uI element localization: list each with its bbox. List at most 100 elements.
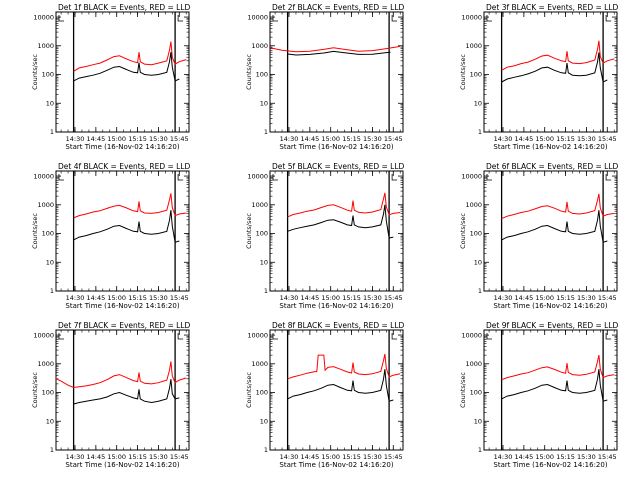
x-axis-label: Start Time (16-Nov-02 14:16:20) [65, 302, 179, 310]
y-tick-label: 1 [264, 128, 268, 136]
y-tick-label: 1 [478, 287, 482, 295]
x-tick-label: 15:30 [577, 453, 596, 461]
x-tick-label: 14:30 [280, 453, 299, 461]
y-tick-label: 100 [470, 71, 482, 79]
y-tick-label: 1 [478, 128, 482, 136]
lld-series-line [501, 40, 615, 71]
x-tick-label: 14:45 [514, 453, 533, 461]
x-tick-label: 15:30 [577, 294, 596, 302]
y-tick-label: 1 [50, 287, 54, 295]
range-bracket-mark [391, 174, 398, 181]
x-tick-label: 15:45 [598, 135, 617, 143]
y-tick-label: 100 [42, 71, 54, 79]
x-axis-label: Start Time (16-Nov-02 14:16:20) [279, 302, 393, 310]
x-tick-label: 15:30 [149, 294, 168, 302]
range-bracket-mark-left [486, 333, 492, 340]
x-tick-label: 14:45 [86, 453, 105, 461]
y-tick-label: 1000 [251, 201, 268, 209]
x-tick-label: 14:45 [300, 294, 319, 302]
y-tick-label: 10 [260, 417, 268, 425]
plot-frame [269, 329, 404, 451]
events-series-line [73, 52, 180, 82]
x-tick-label: 14:45 [300, 135, 319, 143]
x-axis-label: Start Time (16-Nov-02 14:16:20) [65, 143, 179, 151]
panel-title: Det 6f BLACK = Events, RED = LLD [486, 162, 619, 171]
y-axis-label: Counts/sec [245, 372, 253, 408]
x-tick-label: 15:00 [535, 135, 554, 143]
y-tick-label: 100 [470, 230, 482, 238]
x-tick-label: 14:30 [494, 294, 513, 302]
y-tick-label: 10000 [461, 13, 482, 21]
detector-panel-4: Det 4f BLACK = Events, RED = LLD 1 10 100 10… [31, 162, 191, 310]
x-tick-label: 15:15 [128, 135, 147, 143]
range-bracket-mark-left [486, 174, 492, 181]
y-tick-label: 10 [46, 258, 54, 266]
detector-panel-8: Det 8f BLACK = Events, RED = LLD 1 10 100 10… [245, 321, 405, 469]
x-axis-label: Start Time (16-Nov-02 14:16:20) [65, 461, 179, 469]
x-tick-label: 14:45 [86, 294, 105, 302]
y-tick-label: 100 [42, 230, 54, 238]
x-tick-label: 15:30 [149, 135, 168, 143]
range-bracket-mark-left [58, 15, 64, 22]
x-tick-label: 14:30 [280, 294, 299, 302]
x-tick-label: 14:30 [66, 135, 85, 143]
lld-series-line [73, 193, 187, 219]
y-tick-label: 100 [42, 389, 54, 397]
x-tick-label: 15:45 [384, 453, 403, 461]
range-bracket-mark-left [486, 15, 492, 22]
y-tick-label: 100 [256, 71, 268, 79]
y-tick-label: 1000 [465, 42, 482, 50]
x-tick-label: 15:45 [598, 453, 617, 461]
x-tick-label: 15:45 [384, 294, 403, 302]
x-tick-label: 15:30 [577, 135, 596, 143]
x-tick-label: 15:00 [107, 294, 126, 302]
x-tick-label: 15:00 [535, 294, 554, 302]
y-tick-label: 10000 [461, 172, 482, 180]
y-tick-label: 10000 [33, 172, 54, 180]
range-bracket-mark [605, 333, 612, 340]
lld-series-line [287, 353, 401, 380]
plot-frame [483, 170, 618, 292]
range-bracket-mark [177, 333, 184, 340]
range-bracket-mark-left [58, 333, 64, 340]
x-tick-label: 14:30 [494, 135, 513, 143]
panel-title: Det 7f BLACK = Events, RED = LLD [58, 321, 191, 330]
x-axis-label: Start Time (16-Nov-02 14:16:20) [493, 143, 607, 151]
x-tick-label: 15:45 [170, 453, 189, 461]
x-tick-label: 14:30 [494, 453, 513, 461]
y-tick-label: 10 [474, 99, 482, 107]
x-tick-label: 15:30 [149, 453, 168, 461]
y-tick-label: 10000 [247, 331, 268, 339]
plot-frame [483, 11, 618, 133]
x-tick-label: 15:45 [170, 135, 189, 143]
detector-panel-5: Det 5f BLACK = Events, RED = LLD 1 10 100 10… [245, 162, 405, 310]
x-tick-label: 15:45 [384, 135, 403, 143]
events-series-line [73, 379, 180, 405]
x-tick-label: 15:45 [598, 294, 617, 302]
x-tick-label: 14:30 [66, 294, 85, 302]
x-tick-label: 14:45 [300, 453, 319, 461]
panel-title: Det 2f BLACK = Events, RED = LLD [272, 3, 405, 12]
x-tick-label: 15:00 [321, 453, 340, 461]
plot-frame [55, 11, 190, 133]
y-axis-label: Counts/sec [31, 213, 39, 249]
x-tick-label: 15:15 [128, 453, 147, 461]
plot-frame [55, 170, 190, 292]
y-tick-label: 1000 [465, 201, 482, 209]
y-tick-label: 1000 [37, 201, 54, 209]
range-bracket-mark [605, 174, 612, 181]
y-tick-label: 10 [474, 258, 482, 266]
x-tick-label: 15:00 [535, 453, 554, 461]
range-bracket-mark [605, 15, 612, 22]
y-axis-label: Counts/sec [31, 54, 39, 90]
range-bracket-mark-left [272, 333, 278, 340]
x-tick-label: 15:00 [321, 135, 340, 143]
y-axis-label: Counts/sec [459, 213, 467, 249]
x-axis-label: Start Time (16-Nov-02 14:16:20) [279, 461, 393, 469]
events-series-line [287, 204, 394, 239]
y-axis-label: Counts/sec [459, 54, 467, 90]
y-tick-label: 10 [46, 99, 54, 107]
panel-title: Det 8f BLACK = Events, RED = LLD [272, 321, 405, 330]
x-tick-label: 15:00 [321, 294, 340, 302]
x-axis-label: Start Time (16-Nov-02 14:16:20) [279, 143, 393, 151]
